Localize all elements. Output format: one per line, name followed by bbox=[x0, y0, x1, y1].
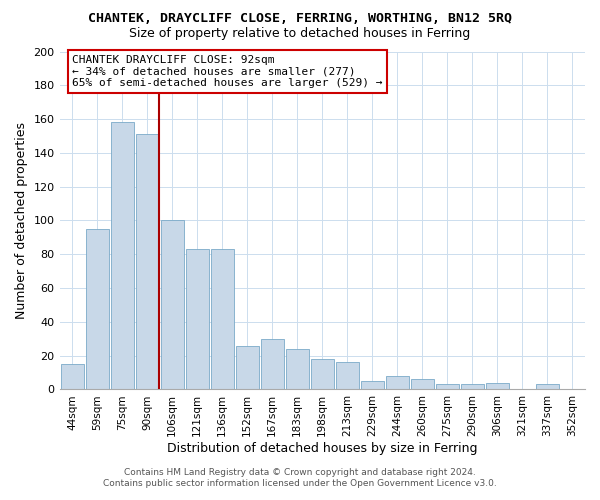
Bar bbox=[361, 381, 384, 390]
Bar bbox=[261, 339, 284, 390]
Text: Size of property relative to detached houses in Ferring: Size of property relative to detached ho… bbox=[130, 28, 470, 40]
Bar bbox=[436, 384, 459, 390]
Text: CHANTEK DRAYCLIFF CLOSE: 92sqm
← 34% of detached houses are smaller (277)
65% of: CHANTEK DRAYCLIFF CLOSE: 92sqm ← 34% of … bbox=[73, 55, 383, 88]
Bar bbox=[286, 349, 309, 390]
Bar bbox=[86, 229, 109, 390]
Bar bbox=[336, 362, 359, 390]
Bar bbox=[161, 220, 184, 390]
Bar bbox=[486, 382, 509, 390]
Bar bbox=[185, 249, 209, 390]
Text: CHANTEK, DRAYCLIFF CLOSE, FERRING, WORTHING, BN12 5RQ: CHANTEK, DRAYCLIFF CLOSE, FERRING, WORTH… bbox=[88, 12, 512, 26]
Bar bbox=[411, 380, 434, 390]
Text: Contains HM Land Registry data © Crown copyright and database right 2024.
Contai: Contains HM Land Registry data © Crown c… bbox=[103, 468, 497, 487]
Bar bbox=[211, 249, 233, 390]
Bar bbox=[386, 376, 409, 390]
Bar bbox=[311, 359, 334, 390]
Bar bbox=[136, 134, 158, 390]
Bar bbox=[461, 384, 484, 390]
Bar bbox=[110, 122, 134, 390]
Y-axis label: Number of detached properties: Number of detached properties bbox=[15, 122, 28, 319]
Bar bbox=[236, 346, 259, 390]
Bar bbox=[61, 364, 83, 390]
X-axis label: Distribution of detached houses by size in Ferring: Distribution of detached houses by size … bbox=[167, 442, 478, 455]
Bar bbox=[536, 384, 559, 390]
